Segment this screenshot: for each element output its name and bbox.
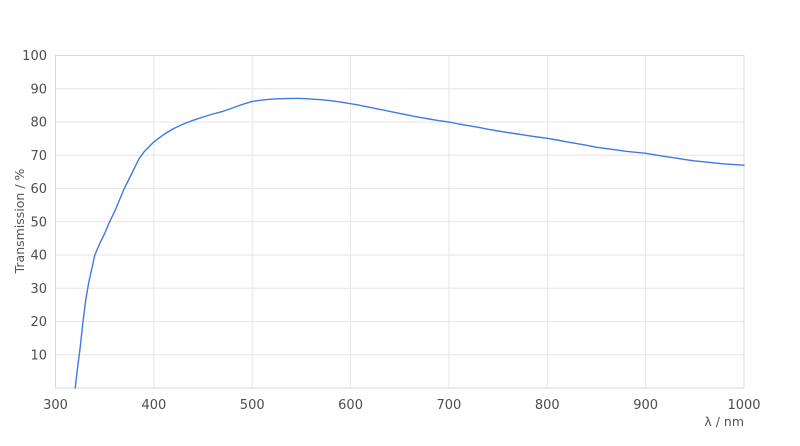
y-tick-label: 40 bbox=[30, 249, 47, 264]
y-axis-title: Transmission / % bbox=[12, 168, 27, 274]
y-tick-label: 60 bbox=[30, 182, 47, 197]
x-tick-label: 500 bbox=[240, 398, 265, 413]
y-tick-label: 100 bbox=[22, 49, 47, 64]
y-tick-label: 90 bbox=[30, 82, 47, 97]
y-tick-label: 10 bbox=[30, 348, 47, 363]
y-axis-tick-labels: 10 20 30 40 50 60 70 80 90 100 bbox=[22, 49, 47, 363]
x-axis-tick-labels: 300 400 500 600 700 800 900 1000 bbox=[43, 398, 760, 413]
x-tick-label: 800 bbox=[535, 398, 560, 413]
transmission-curve bbox=[74, 97, 745, 389]
x-tick-label: 300 bbox=[43, 398, 68, 413]
x-tick-label: 700 bbox=[437, 398, 462, 413]
y-tick-label: 30 bbox=[30, 282, 47, 297]
x-tick-label: 400 bbox=[141, 398, 166, 413]
x-tick-label: 600 bbox=[338, 398, 363, 413]
y-tick-label: 80 bbox=[30, 116, 47, 131]
y-tick-label: 50 bbox=[30, 215, 47, 230]
gridlines bbox=[55, 55, 745, 388]
plot-frame bbox=[55, 55, 745, 389]
y-tick-label: 70 bbox=[30, 149, 47, 164]
x-axis-title: λ / nm bbox=[704, 414, 744, 429]
x-tick-label: 900 bbox=[633, 398, 658, 413]
y-tick-label: 20 bbox=[30, 315, 47, 330]
x-tick-label: 1000 bbox=[727, 398, 760, 413]
